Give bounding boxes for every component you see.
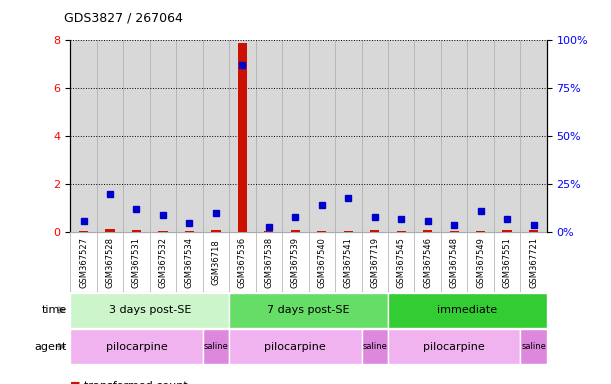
Text: saline: saline [362,342,387,351]
Bar [185,231,194,232]
Bar [521,40,547,232]
Bar [105,230,115,232]
Text: GSM367541: GSM367541 [344,237,353,288]
Bar [414,40,441,232]
Text: GSM367532: GSM367532 [158,237,167,288]
Text: GSM367538: GSM367538 [265,237,273,288]
Bar [238,43,247,232]
Bar [476,231,485,232]
Text: GSM367549: GSM367549 [476,237,485,288]
Bar [362,329,388,364]
Text: transformed count: transformed count [84,381,188,384]
Text: saline: saline [521,342,546,351]
Bar [450,231,459,232]
Text: 3 days post-SE: 3 days post-SE [109,305,191,315]
Bar [309,40,335,232]
Text: GSM367527: GSM367527 [79,237,88,288]
Bar [70,329,203,364]
Bar [388,293,547,328]
Text: GSM367531: GSM367531 [132,237,141,288]
Bar [335,40,362,232]
Bar [282,40,309,232]
Bar [79,231,88,232]
Text: GSM367540: GSM367540 [317,237,326,288]
Bar [70,293,229,328]
Bar [397,231,406,232]
Text: GSM367534: GSM367534 [185,237,194,288]
Bar [388,40,414,232]
Text: time: time [42,305,67,315]
Bar [203,329,229,364]
Bar [70,40,97,232]
Text: GSM367528: GSM367528 [106,237,114,288]
Bar [97,40,123,232]
Bar [211,230,221,232]
Bar [203,40,229,232]
Bar [229,329,362,364]
Bar [229,293,388,328]
Bar [502,230,512,232]
Bar [158,231,167,232]
Text: pilocarpine: pilocarpine [106,341,167,352]
Bar [521,329,547,364]
Bar [362,40,388,232]
Bar [229,40,255,232]
Text: pilocarpine: pilocarpine [423,341,485,352]
Text: GSM367548: GSM367548 [450,237,459,288]
Text: ■: ■ [70,381,84,384]
Text: agent: agent [35,341,67,352]
Bar [494,40,521,232]
Bar [123,40,150,232]
Text: immediate: immediate [437,305,497,315]
Bar [317,231,326,232]
Text: GSM367719: GSM367719 [370,237,379,288]
Text: GSM36718: GSM36718 [211,239,221,285]
Bar [423,230,433,232]
Bar [291,230,300,232]
Bar [388,329,521,364]
Bar [441,40,467,232]
Text: GSM367539: GSM367539 [291,237,300,288]
Text: GSM367551: GSM367551 [503,237,511,288]
Text: pilocarpine: pilocarpine [265,341,326,352]
Text: GSM367545: GSM367545 [397,237,406,288]
Text: saline: saline [203,342,229,351]
Text: GDS3827 / 267064: GDS3827 / 267064 [64,12,183,25]
Text: GSM367536: GSM367536 [238,237,247,288]
Bar [467,40,494,232]
Bar [255,40,282,232]
Text: GSM367546: GSM367546 [423,237,432,288]
Bar [150,40,176,232]
Bar [132,230,141,232]
Text: 7 days post-SE: 7 days post-SE [267,305,350,315]
Text: GSM367721: GSM367721 [529,237,538,288]
Bar [370,230,379,232]
Bar [529,230,538,232]
Bar [176,40,203,232]
Bar [343,231,353,232]
Bar [264,231,274,232]
